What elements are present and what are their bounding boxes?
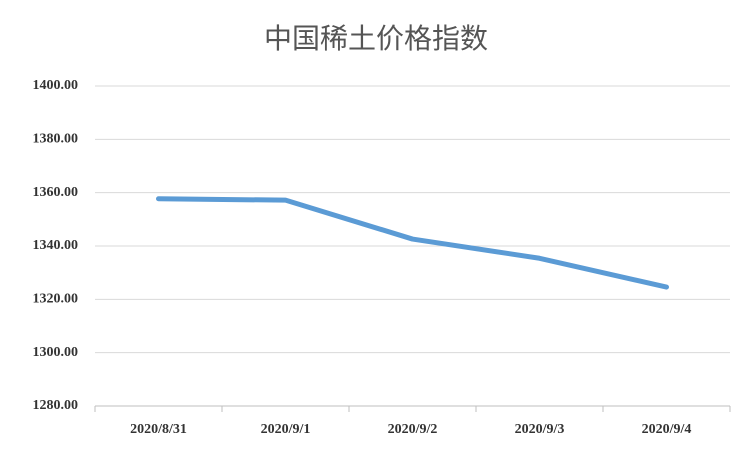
y-tick-label: 1380.00 (33, 132, 79, 147)
x-tick-label: 2020/9/4 (642, 422, 692, 437)
x-tick-label: 2020/9/1 (261, 422, 311, 437)
y-tick-label: 1300.00 (33, 345, 79, 360)
y-tick-label: 1360.00 (33, 185, 79, 200)
x-tick-label: 2020/9/2 (388, 422, 438, 437)
y-tick-label: 1280.00 (33, 398, 79, 413)
data-line (156, 196, 669, 290)
x-tick-label: 2020/9/3 (515, 422, 565, 437)
y-tick-label: 1320.00 (33, 292, 79, 307)
chart-title: 中国稀土价格指数 (264, 22, 488, 55)
y-tick-label: 1400.00 (33, 78, 79, 93)
x-tick-label: 2020/8/31 (130, 422, 187, 437)
y-tick-label: 1340.00 (33, 238, 79, 253)
